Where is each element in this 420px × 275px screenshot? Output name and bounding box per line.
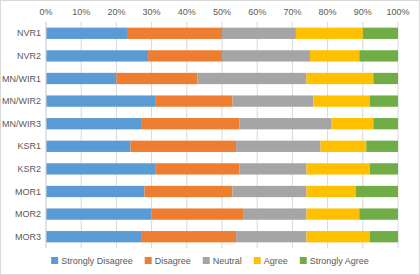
- tick-label: 30%: [143, 7, 161, 17]
- bar-segment: [46, 231, 141, 242]
- bar-segment: [233, 186, 307, 197]
- tick-label: 90%: [354, 7, 372, 17]
- bar-segment: [116, 73, 197, 84]
- bar-segment: [240, 118, 332, 129]
- bar-segment: [222, 28, 296, 39]
- legend-swatch: [145, 257, 152, 264]
- bar-segment: [373, 118, 398, 129]
- bar-segment: [236, 141, 320, 152]
- bar-segment: [145, 186, 233, 197]
- bar-segment: [243, 208, 306, 219]
- category-label: KSR1: [17, 141, 41, 151]
- category-label: NVR2: [17, 51, 41, 61]
- bar-segment: [222, 50, 310, 61]
- bar-segment: [366, 141, 398, 152]
- bar-segment: [197, 73, 306, 84]
- bar-segment: [331, 118, 373, 129]
- tick-label: 40%: [178, 7, 196, 17]
- bar-segment: [356, 186, 398, 197]
- category-label: MOR3: [15, 232, 41, 242]
- tick-label: 50%: [213, 7, 231, 17]
- legend-label: Strongly Disagree: [61, 256, 133, 266]
- category-label: NVR1: [17, 28, 41, 38]
- bar-segment: [148, 50, 222, 61]
- bar-segment: [141, 231, 236, 242]
- category-label: KSR2: [17, 164, 41, 174]
- bar-segment: [373, 73, 398, 84]
- bar-segment: [310, 50, 359, 61]
- bar-segment: [321, 141, 367, 152]
- bar-segment: [127, 28, 222, 39]
- bar-segment: [306, 208, 359, 219]
- bar-segment: [296, 28, 363, 39]
- legend-label: Agree: [264, 256, 288, 266]
- bar-segment: [46, 95, 155, 106]
- category-label: MN/WIR1: [2, 74, 41, 84]
- bar-segment: [370, 231, 398, 242]
- legend: Strongly Disagree Disagree Neutral Agree Str…: [51, 256, 369, 266]
- bar-segment: [233, 95, 314, 106]
- bar-segment: [152, 208, 244, 219]
- bar-segment: [370, 95, 398, 106]
- bar-segment: [363, 28, 398, 39]
- bar-segment: [236, 231, 306, 242]
- bar-segment: [46, 50, 148, 61]
- legend-swatch: [51, 257, 58, 264]
- tick-label: 100%: [386, 7, 409, 17]
- category-label: MN/WIR2: [2, 96, 41, 106]
- chart-frame: [1, 1, 420, 275]
- bar-segment: [46, 208, 152, 219]
- bar-segment: [240, 163, 307, 174]
- bar-segment: [46, 186, 145, 197]
- bar-segment: [155, 163, 239, 174]
- legend-label: Neutral: [213, 256, 242, 266]
- bar-segment: [370, 163, 398, 174]
- bar-segment: [46, 141, 130, 152]
- bar-segment: [306, 73, 373, 84]
- category-label: MOR2: [15, 209, 41, 219]
- tick-label: 0%: [39, 7, 52, 17]
- grid-line: [46, 22, 47, 248]
- bar-segment: [155, 95, 232, 106]
- tick-label: 60%: [248, 7, 266, 17]
- category-label: MOR1: [15, 187, 41, 197]
- bar-segment: [314, 95, 370, 106]
- tick-label: 10%: [72, 7, 90, 17]
- legend-label: Disagree: [155, 256, 191, 266]
- bars: [46, 28, 398, 243]
- tick-label: 20%: [107, 7, 125, 17]
- bar-segment: [306, 163, 369, 174]
- legend-swatch: [254, 257, 261, 264]
- bar-segment: [130, 141, 236, 152]
- chart: 0% 10% 20% 30% 40% 50% 60% 70% 80% 90% 100% NVR1 NVR…: [0, 0, 420, 275]
- bar-segment: [359, 50, 398, 61]
- legend-swatch: [203, 257, 210, 264]
- tick-label: 80%: [319, 7, 337, 17]
- bar-segment: [46, 28, 127, 39]
- legend-label: Strongly Agree: [310, 256, 369, 266]
- bar-segment: [141, 118, 240, 129]
- legend-swatch: [300, 257, 307, 264]
- bar-segment: [46, 163, 155, 174]
- bar-segment: [306, 186, 355, 197]
- bar-segment: [359, 208, 398, 219]
- bar-segment: [46, 73, 116, 84]
- bar-segment: [306, 231, 369, 242]
- bar-segment: [46, 118, 141, 129]
- axis-line: [46, 22, 47, 248]
- tick-label: 70%: [283, 7, 301, 17]
- category-label: MN/WIR3: [2, 119, 41, 129]
